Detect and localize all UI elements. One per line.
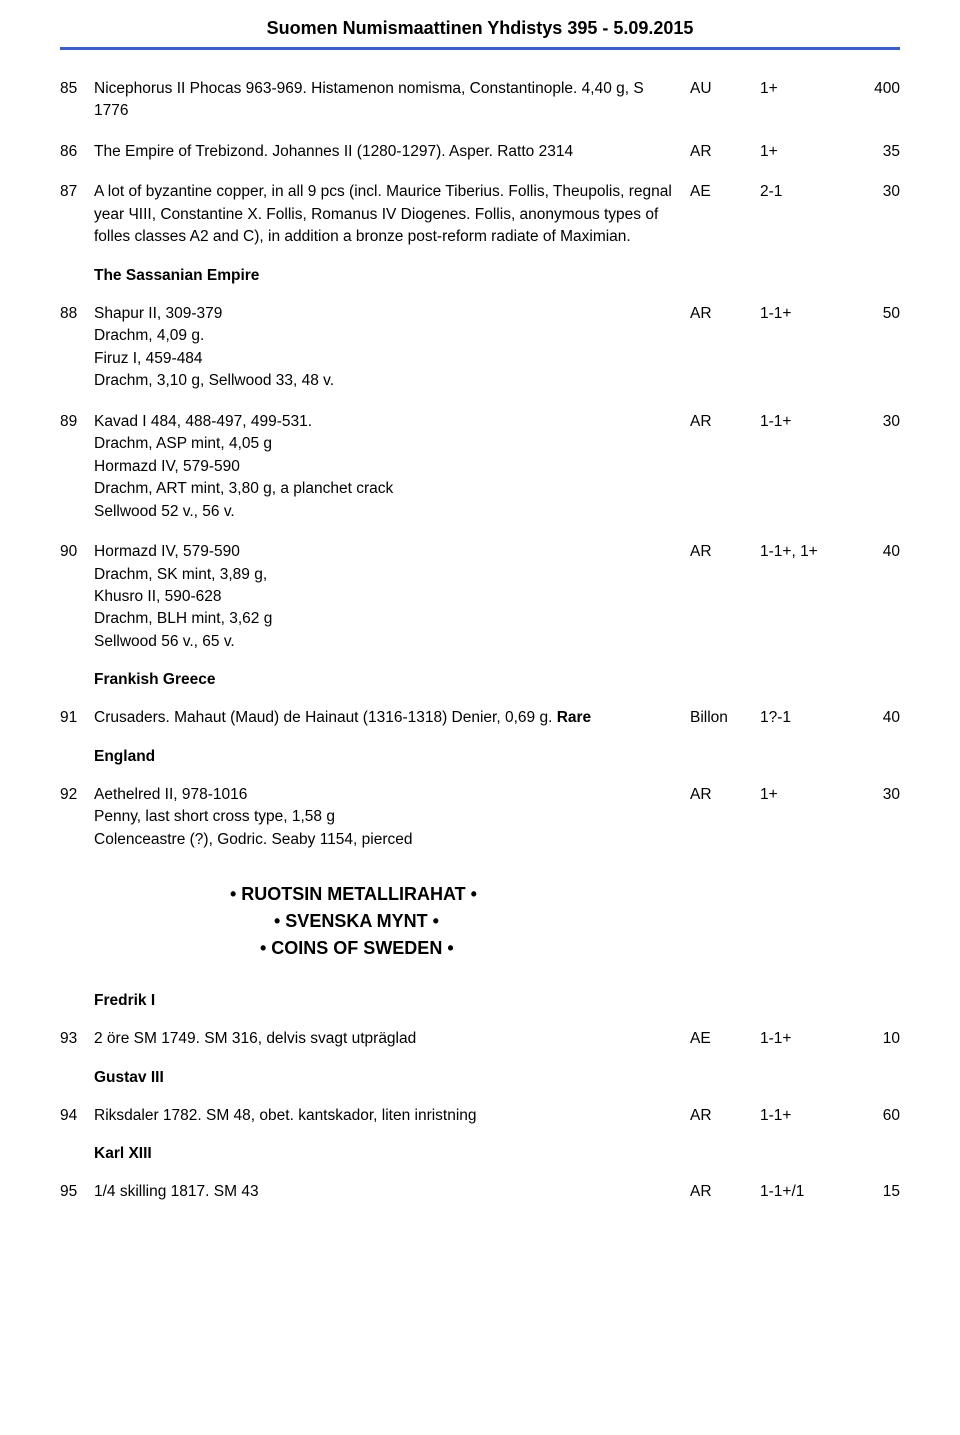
lot-metal: AU — [690, 78, 760, 100]
lot-number: 89 — [60, 411, 94, 433]
lot-description: Riksdaler 1782. SM 48, obet. kantskador,… — [94, 1105, 690, 1127]
lot-number: 95 — [60, 1181, 94, 1203]
lot-price: 10 — [850, 1028, 900, 1050]
lot-metal: Billon — [690, 707, 760, 729]
lot-grade: 1-1+/1 — [760, 1181, 850, 1203]
lot-metal: AE — [690, 1028, 760, 1050]
lot-description: Aethelred II, 978-1016Penny, last short … — [94, 784, 690, 851]
lot-number: 91 — [60, 707, 94, 729]
lot-price: 60 — [850, 1105, 900, 1127]
section-heading-row: Gustav III — [60, 1069, 900, 1087]
lot-number: 92 — [60, 784, 94, 806]
lot-row: 95 1/4 skilling 1817. SM 43 AR 1-1+/1 15 — [60, 1181, 900, 1203]
header-rule — [60, 47, 900, 50]
big-section-heading: • RUOTSIN METALLIRAHAT • • SVENSKA MYNT … — [230, 881, 900, 962]
lot-number: 85 — [60, 78, 94, 100]
section-title-fredrik: Fredrik I — [94, 992, 155, 1010]
lot-price: 30 — [850, 411, 900, 433]
lot-price: 400 — [850, 78, 900, 100]
lot-row: 90 Hormazd IV, 579-590Drachm, SK mint, 3… — [60, 541, 900, 653]
lot-metal: AR — [690, 303, 760, 325]
big-section-line: • RUOTSIN METALLIRAHAT • — [230, 881, 900, 908]
lot-metal: AR — [690, 541, 760, 563]
lot-price: 35 — [850, 141, 900, 163]
lot-row: 92 Aethelred II, 978-1016Penny, last sho… — [60, 784, 900, 851]
lot-price: 30 — [850, 181, 900, 203]
lot-row: 85 Nicephorus II Phocas 963-969. Histame… — [60, 78, 900, 123]
big-section-line: • SVENSKA MYNT • — [274, 908, 900, 935]
lot-row: 86 The Empire of Trebizond. Johannes II … — [60, 141, 900, 163]
lot-metal: AR — [690, 411, 760, 433]
lot-number: 87 — [60, 181, 94, 203]
section-heading-row: The Sassanian Empire — [60, 267, 900, 285]
lot-grade: 1-1+, 1+ — [760, 541, 850, 563]
lot-price: 40 — [850, 707, 900, 729]
lot-description: Crusaders. Mahaut (Maud) de Hainaut (131… — [94, 707, 690, 729]
lot-number: 86 — [60, 141, 94, 163]
lot-description: 2 öre SM 1749. SM 316, delvis svagt utpr… — [94, 1028, 690, 1050]
section-spacer — [60, 992, 94, 1010]
lot-price: 50 — [850, 303, 900, 325]
section-spacer — [60, 267, 94, 285]
lot-row: 94 Riksdaler 1782. SM 48, obet. kantskad… — [60, 1105, 900, 1127]
lot-grade: 1+ — [760, 784, 850, 806]
section-heading-row: Karl XIII — [60, 1145, 900, 1163]
lot-grade: 1-1+ — [760, 1105, 850, 1127]
big-section-line: • COINS OF SWEDEN • — [260, 935, 900, 962]
lot-row: 88 Shapur II, 309-379Drachm, 4,09 g.Firu… — [60, 303, 900, 393]
lot-metal: AR — [690, 1181, 760, 1203]
lot-grade: 1-1+ — [760, 303, 850, 325]
section-title-frankish: Frankish Greece — [94, 671, 215, 689]
lot-metal: AR — [690, 141, 760, 163]
lot-grade: 1?-1 — [760, 707, 850, 729]
lot-desc-rare: Rare — [557, 709, 591, 726]
lot-description: Hormazd IV, 579-590Drachm, SK mint, 3,89… — [94, 541, 690, 653]
lot-metal: AR — [690, 784, 760, 806]
lot-number: 88 — [60, 303, 94, 325]
lot-row: 91 Crusaders. Mahaut (Maud) de Hainaut (… — [60, 707, 900, 729]
lot-number: 94 — [60, 1105, 94, 1127]
lot-desc-text: Crusaders. Mahaut (Maud) de Hainaut (131… — [94, 709, 557, 726]
lot-description: Nicephorus II Phocas 963-969. Histamenon… — [94, 78, 690, 123]
section-spacer — [60, 1069, 94, 1087]
section-title-sassanian: The Sassanian Empire — [94, 267, 259, 285]
section-title-gustav: Gustav III — [94, 1069, 164, 1087]
section-spacer — [60, 671, 94, 689]
section-title-england: England — [94, 748, 155, 766]
lot-description: 1/4 skilling 1817. SM 43 — [94, 1181, 690, 1203]
lot-price: 40 — [850, 541, 900, 563]
lot-number: 93 — [60, 1028, 94, 1050]
lot-row: 93 2 öre SM 1749. SM 316, delvis svagt u… — [60, 1028, 900, 1050]
section-heading-row: England — [60, 748, 900, 766]
section-spacer — [60, 1145, 94, 1163]
lot-metal: AR — [690, 1105, 760, 1127]
section-heading-row: Fredrik I — [60, 992, 900, 1010]
section-heading-row: Frankish Greece — [60, 671, 900, 689]
lot-description: A lot of byzantine copper, in all 9 pcs … — [94, 181, 690, 248]
lot-price: 30 — [850, 784, 900, 806]
section-spacer — [60, 748, 94, 766]
lot-grade: 1+ — [760, 78, 850, 100]
lot-row: 89 Kavad I 484, 488-497, 499-531.Drachm,… — [60, 411, 900, 523]
lot-grade: 1-1+ — [760, 1028, 850, 1050]
lot-grade: 2-1 — [760, 181, 850, 203]
lot-grade: 1-1+ — [760, 411, 850, 433]
lot-description: Shapur II, 309-379Drachm, 4,09 g.Firuz I… — [94, 303, 690, 393]
lot-number: 90 — [60, 541, 94, 563]
lot-metal: AE — [690, 181, 760, 203]
lot-row: 87 A lot of byzantine copper, in all 9 p… — [60, 181, 900, 248]
page-header: Suomen Numismaattinen Yhdistys 395 - 5.0… — [60, 0, 900, 47]
lot-description: The Empire of Trebizond. Johannes II (12… — [94, 141, 690, 163]
section-title-karl: Karl XIII — [94, 1145, 152, 1163]
lot-price: 15 — [850, 1181, 900, 1203]
lot-grade: 1+ — [760, 141, 850, 163]
lot-description: Kavad I 484, 488-497, 499-531.Drachm, AS… — [94, 411, 690, 523]
